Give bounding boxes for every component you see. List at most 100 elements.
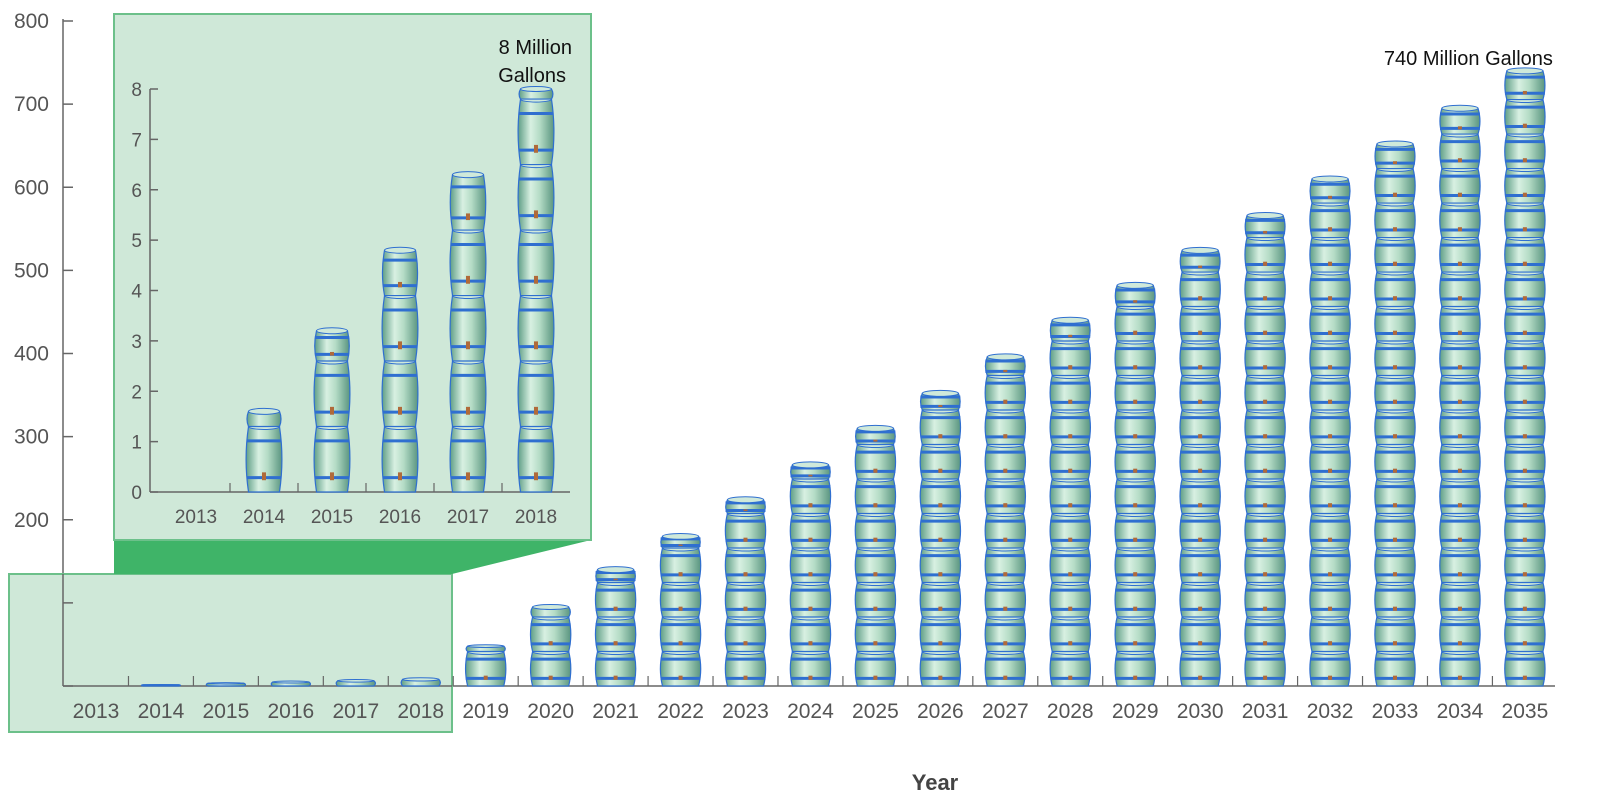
barrel-tap [873,503,878,508]
barrel-tap [938,503,943,508]
barrel [1309,409,1351,446]
barrel-tap [743,537,748,542]
barrel-lid [791,461,830,469]
barrel-tap [534,144,538,153]
barrel [1244,340,1286,377]
x-tick-label: 2026 [917,700,964,723]
barrel [1439,236,1481,273]
barrel [1114,547,1156,584]
barrel [919,443,962,480]
barrel-tap [808,606,813,611]
barrel-tap [1003,369,1008,373]
bar-2019 [464,644,507,687]
barrel-tap [1522,399,1527,404]
inset-plot: 0 1 2 3 4 5 6 7 8 2013 2014 2015 2016 2017 2018 8 Milli… [113,13,592,541]
x-tick-label: 2030 [1177,700,1224,723]
barrel-tap [1328,330,1333,335]
bar-2023 [724,496,767,687]
barrel [1374,167,1416,204]
barrel [1374,271,1416,308]
barrel-tap [1522,192,1527,197]
barrel-tap [1003,503,1008,508]
barrel-tap [1393,641,1397,646]
barrel [724,581,767,618]
bar-2017 [335,678,377,687]
barrel-tap [1068,641,1073,646]
barrel-tap [1328,503,1333,508]
barrel [1374,202,1416,239]
x-tick-label: 2016 [267,700,314,723]
barrel-tap [1522,123,1527,128]
barrel [659,547,702,584]
barrel-tap [534,210,538,219]
barrel-tap [1003,641,1008,646]
barrel-tap [1198,434,1203,439]
barrel-tap [398,472,402,481]
barrel-tap [1522,330,1527,335]
barrel-tap [1133,365,1138,370]
y-tick-label: 700 [14,93,49,116]
barrel [984,581,1027,618]
barrel [313,425,351,493]
barrel-tap [1457,537,1462,542]
barrel-lid [597,566,635,574]
barrel [1309,616,1351,653]
barrel [1309,236,1351,273]
barrel-tap [1133,572,1138,577]
x-tick-label: 2025 [852,700,899,723]
barrel-lid [452,171,484,179]
barrel [1049,443,1091,480]
barrel-tap [1263,503,1268,508]
zoom-highlight-box [8,573,453,733]
x-tick-label: 2024 [787,700,834,723]
inset-annotation-line2: Gallons [498,65,566,87]
barrel-tap [938,405,943,408]
barrel-tap [743,606,748,611]
barrel-tap [743,641,748,646]
barrel [1114,581,1156,618]
barrel-tap [1393,434,1397,439]
barrel-lid [316,327,348,335]
barrel [517,425,555,493]
inset-y-tick-label: 6 [131,181,142,202]
barrel-tap [938,537,943,542]
barrel [449,294,487,362]
barrel [789,547,832,584]
bar-2026 [919,389,962,687]
barrel [1309,443,1351,480]
barrel [1244,271,1286,308]
barrel [1504,616,1546,653]
barrel [789,581,832,618]
barrel [1309,512,1351,549]
inset-x-tick-label: 2014 [243,507,286,528]
barrel-tap [1198,399,1203,404]
barrel-lid [384,246,416,254]
barrel-tap [1393,675,1397,680]
barrel [789,512,832,549]
barrel [1049,616,1091,653]
barrel [724,650,767,687]
barrel-tap [1263,365,1268,370]
x-tick-label: 2034 [1437,700,1484,723]
y-tick-label: 800 [14,10,49,33]
barrel [1504,167,1546,204]
barrel-tap [1328,434,1333,439]
barrel [1374,340,1416,377]
barrel-tap [613,641,618,646]
barrel [245,425,283,493]
inset-x-tick-label: 2018 [515,507,557,528]
barrel-tap [1003,399,1008,404]
barrel-lid [1441,104,1479,112]
barrel [919,616,962,653]
barrel-tap [398,281,402,288]
barrel [1439,512,1481,549]
inset-y-tick-label: 7 [131,130,142,151]
x-axis-title: Year [912,770,959,795]
barrel [529,650,572,687]
y-tick-label: 400 [14,343,49,366]
barrel [313,360,351,428]
barrel [854,512,897,549]
barrel [1309,374,1351,411]
barrel-tap [1263,434,1268,439]
barrel-tap [1522,434,1527,439]
